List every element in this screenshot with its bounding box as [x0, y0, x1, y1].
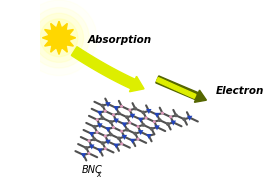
Polygon shape	[146, 134, 152, 139]
Polygon shape	[105, 127, 111, 132]
Polygon shape	[42, 36, 48, 40]
Polygon shape	[45, 42, 50, 46]
Polygon shape	[113, 119, 119, 124]
Polygon shape	[113, 143, 119, 149]
Circle shape	[109, 120, 113, 124]
Polygon shape	[105, 102, 111, 107]
Circle shape	[141, 111, 145, 114]
Circle shape	[104, 147, 107, 150]
Polygon shape	[63, 23, 67, 29]
Circle shape	[29, 8, 89, 68]
Circle shape	[169, 115, 172, 119]
Polygon shape	[57, 49, 61, 54]
Circle shape	[133, 107, 137, 110]
Circle shape	[93, 125, 96, 129]
Circle shape	[93, 137, 96, 141]
Polygon shape	[57, 21, 61, 26]
Circle shape	[153, 120, 156, 123]
Circle shape	[120, 105, 123, 108]
Circle shape	[40, 19, 78, 57]
Circle shape	[158, 118, 162, 122]
Circle shape	[128, 121, 131, 124]
Circle shape	[182, 117, 186, 121]
Circle shape	[87, 139, 90, 142]
Polygon shape	[81, 153, 86, 158]
Circle shape	[112, 113, 115, 116]
Circle shape	[117, 136, 121, 140]
Circle shape	[101, 116, 104, 120]
Circle shape	[150, 127, 153, 131]
Polygon shape	[122, 135, 127, 140]
Text: Absorption: Absorption	[87, 35, 152, 45]
Polygon shape	[154, 113, 160, 118]
Circle shape	[141, 123, 145, 127]
Polygon shape	[97, 111, 102, 116]
Circle shape	[136, 125, 139, 128]
Polygon shape	[51, 23, 55, 29]
Polygon shape	[138, 118, 143, 123]
Polygon shape	[97, 123, 102, 128]
Text: x: x	[96, 170, 100, 179]
Circle shape	[104, 110, 107, 113]
Circle shape	[109, 133, 113, 136]
Polygon shape	[154, 125, 160, 130]
Circle shape	[133, 132, 137, 136]
Circle shape	[125, 128, 129, 132]
Text: Electron: Electron	[216, 86, 264, 96]
Circle shape	[48, 27, 70, 49]
Polygon shape	[51, 47, 55, 52]
Polygon shape	[171, 121, 176, 125]
Circle shape	[101, 104, 104, 108]
Circle shape	[104, 135, 107, 138]
Polygon shape	[113, 106, 119, 111]
Circle shape	[35, 13, 84, 62]
Circle shape	[120, 142, 123, 145]
Polygon shape	[68, 29, 73, 34]
Polygon shape	[105, 140, 111, 145]
Circle shape	[101, 141, 104, 145]
Polygon shape	[156, 76, 206, 102]
Polygon shape	[70, 36, 76, 40]
Circle shape	[145, 116, 148, 119]
Polygon shape	[45, 29, 50, 34]
Circle shape	[117, 112, 121, 115]
Circle shape	[125, 115, 129, 119]
Circle shape	[136, 138, 139, 141]
Circle shape	[120, 130, 123, 133]
Circle shape	[166, 122, 170, 126]
Circle shape	[21, 0, 97, 76]
Circle shape	[112, 126, 115, 129]
Polygon shape	[89, 132, 95, 137]
Polygon shape	[97, 148, 102, 153]
Polygon shape	[146, 109, 152, 114]
Text: BNC: BNC	[82, 165, 102, 175]
Circle shape	[174, 113, 178, 117]
Circle shape	[84, 146, 88, 150]
Circle shape	[161, 112, 164, 115]
Polygon shape	[130, 114, 135, 119]
Circle shape	[87, 152, 90, 155]
Polygon shape	[68, 42, 73, 46]
Polygon shape	[187, 116, 192, 121]
Circle shape	[96, 131, 99, 134]
Polygon shape	[138, 130, 143, 135]
Polygon shape	[130, 139, 135, 144]
Circle shape	[128, 109, 131, 112]
Polygon shape	[89, 144, 95, 149]
Polygon shape	[156, 77, 196, 98]
Polygon shape	[63, 47, 67, 52]
Circle shape	[96, 118, 99, 121]
Polygon shape	[71, 47, 144, 92]
Polygon shape	[122, 122, 127, 127]
